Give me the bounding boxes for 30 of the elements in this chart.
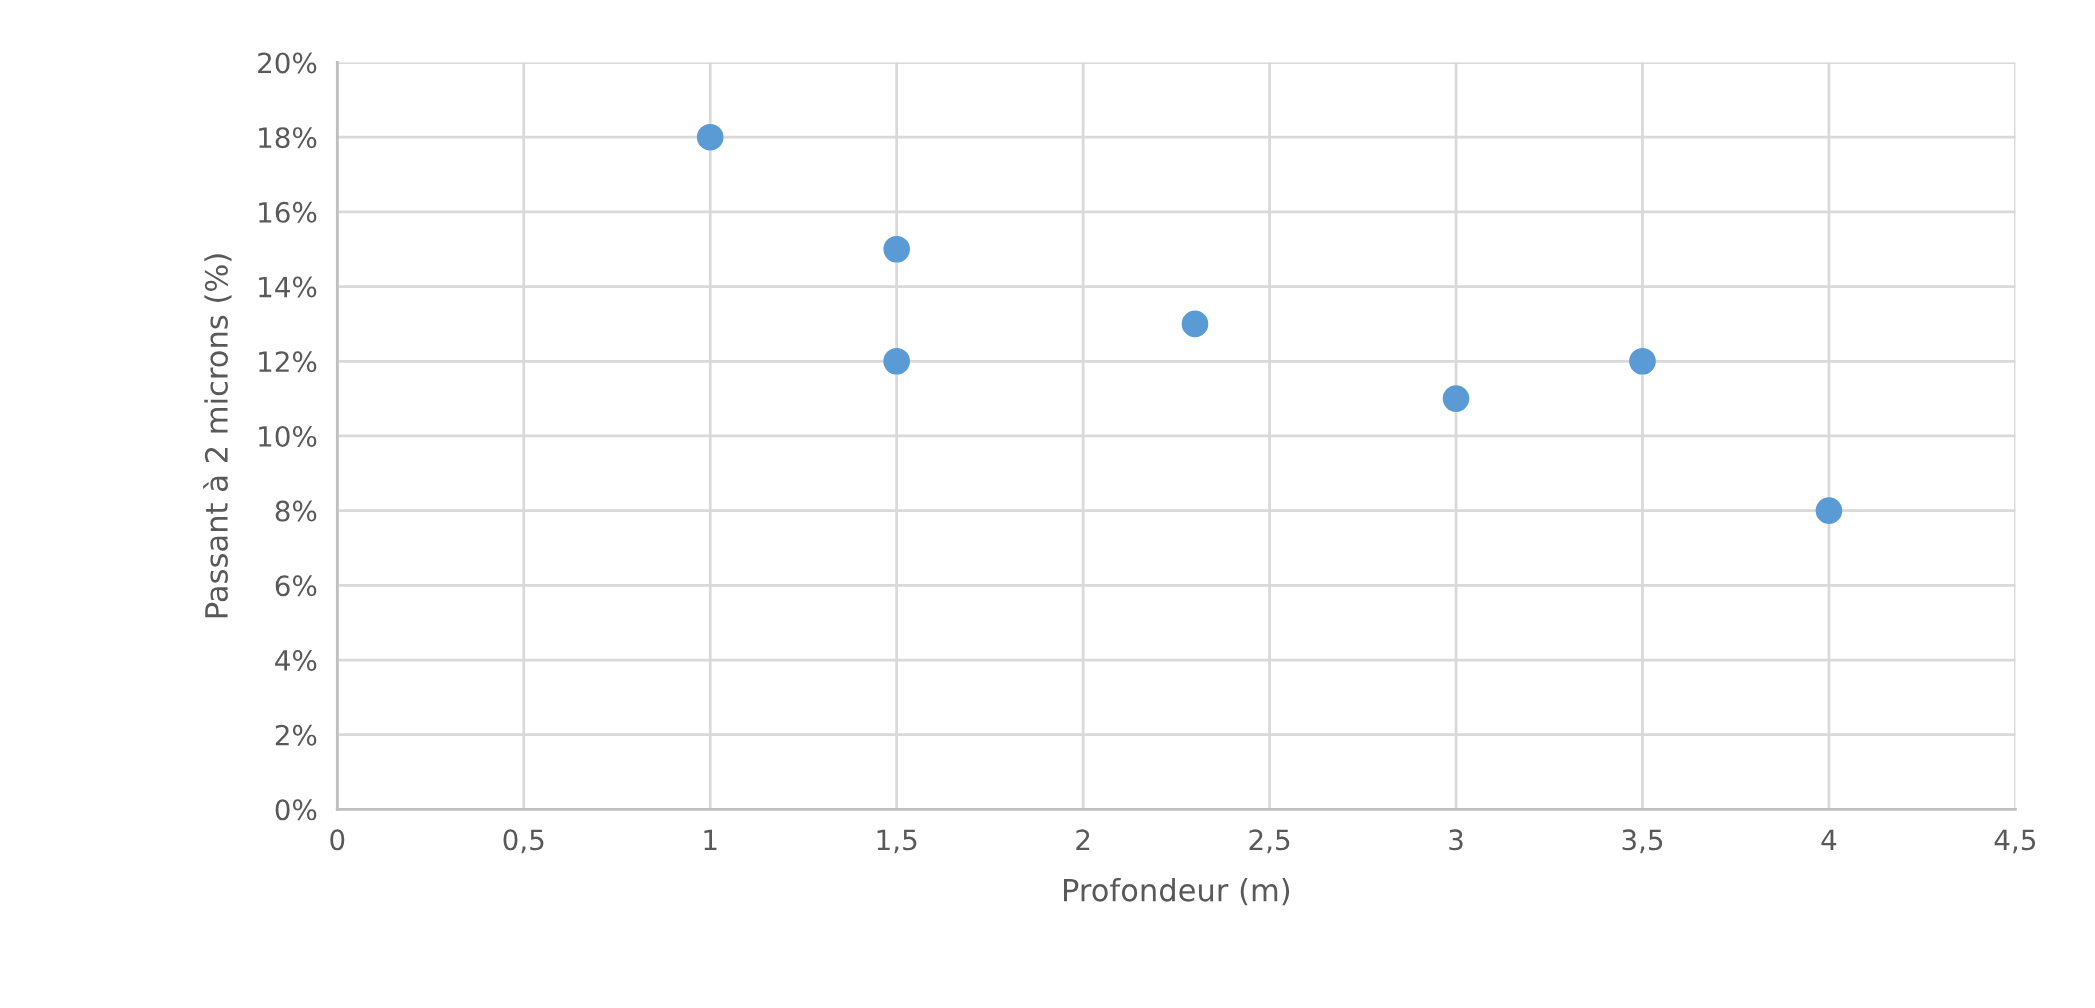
y-tick-label: 8% [275,500,317,522]
y-axis-title: Passant à 2 microns (%) [203,254,232,618]
point [883,347,910,375]
x-tick-label: 2,5 [1249,829,1290,854]
y-tick-label: 4% [275,649,317,671]
x-tick-label: 0,5 [503,829,544,854]
x-tick-label: 3 [1449,829,1463,851]
y-tick-label: 6% [275,575,317,597]
x-tick-label: 2 [1076,829,1090,850]
y-tick-label: 2% [275,724,317,746]
x-tick-label: 0 [330,829,345,851]
y-tick-label: 0% [275,799,317,821]
y-tick-label: 10% [259,425,317,447]
y-tick-label: 16% [259,201,317,223]
point [883,235,910,263]
x-tick-label: 4,5 [1994,829,2036,854]
y-tick-label: 18% [259,127,317,149]
x-tick-label: 1,5 [877,829,917,854]
point [1442,385,1470,412]
x-tick-label: 3,5 [1622,829,1663,854]
y-tick-label: 14% [259,276,317,298]
point [1181,310,1209,338]
y-tick-label: 20% [258,52,317,74]
x-axis-title: Profondeur (m) [1063,877,1290,906]
point [1815,497,1843,524]
y-tick-label: 12% [259,351,317,373]
point [1629,347,1656,375]
x-tick-label: 1 [704,829,717,850]
x-tick-label: 4 [1821,829,1837,850]
point [696,123,724,151]
